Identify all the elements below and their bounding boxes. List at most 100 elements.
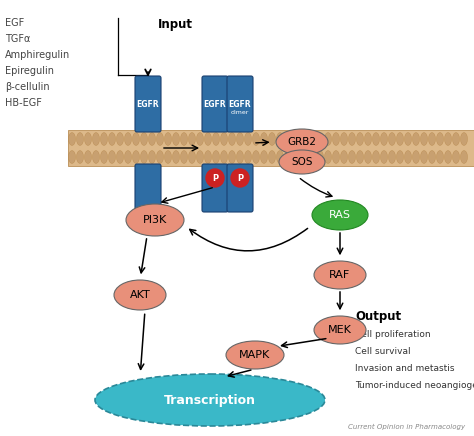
FancyBboxPatch shape — [202, 164, 228, 212]
Ellipse shape — [220, 150, 228, 164]
Ellipse shape — [126, 204, 184, 236]
Ellipse shape — [404, 133, 411, 146]
Ellipse shape — [117, 133, 124, 146]
Text: Input: Input — [158, 18, 193, 31]
Ellipse shape — [69, 150, 75, 164]
Ellipse shape — [389, 150, 395, 164]
Ellipse shape — [309, 150, 316, 164]
Ellipse shape — [332, 133, 339, 146]
Ellipse shape — [309, 133, 316, 146]
Ellipse shape — [212, 133, 219, 146]
Ellipse shape — [276, 150, 283, 164]
Ellipse shape — [461, 133, 467, 146]
Text: Output: Output — [355, 310, 401, 323]
Ellipse shape — [220, 133, 228, 146]
Text: P: P — [212, 174, 218, 183]
Ellipse shape — [420, 133, 428, 146]
Ellipse shape — [276, 133, 283, 146]
Text: MAPK: MAPK — [239, 350, 271, 360]
Ellipse shape — [437, 150, 444, 164]
Ellipse shape — [237, 133, 244, 146]
Ellipse shape — [356, 133, 364, 146]
Ellipse shape — [373, 133, 380, 146]
Ellipse shape — [197, 150, 203, 164]
Ellipse shape — [453, 150, 459, 164]
Text: P: P — [237, 174, 243, 183]
Ellipse shape — [245, 133, 252, 146]
Ellipse shape — [437, 133, 444, 146]
Ellipse shape — [156, 150, 164, 164]
Text: MEK: MEK — [328, 325, 352, 335]
Text: TGFα: TGFα — [5, 34, 30, 44]
Ellipse shape — [268, 150, 275, 164]
Ellipse shape — [181, 150, 188, 164]
Ellipse shape — [84, 133, 91, 146]
Ellipse shape — [181, 133, 188, 146]
Text: SOS: SOS — [291, 157, 313, 167]
Ellipse shape — [428, 133, 436, 146]
Ellipse shape — [412, 150, 419, 164]
Ellipse shape — [268, 133, 275, 146]
Text: HB-EGF: HB-EGF — [5, 98, 42, 108]
Text: Cell survival: Cell survival — [355, 347, 410, 356]
Text: RAS: RAS — [329, 210, 351, 220]
Ellipse shape — [228, 150, 236, 164]
Ellipse shape — [325, 133, 331, 146]
Ellipse shape — [428, 150, 436, 164]
Ellipse shape — [117, 150, 124, 164]
Ellipse shape — [76, 133, 83, 146]
Ellipse shape — [284, 150, 292, 164]
Ellipse shape — [381, 133, 388, 146]
Ellipse shape — [301, 150, 308, 164]
Text: Current Opinion in Pharmacology: Current Opinion in Pharmacology — [348, 424, 465, 430]
Ellipse shape — [84, 150, 91, 164]
Ellipse shape — [189, 150, 195, 164]
Ellipse shape — [396, 133, 403, 146]
FancyBboxPatch shape — [227, 164, 253, 212]
Ellipse shape — [461, 150, 467, 164]
Ellipse shape — [396, 150, 403, 164]
Ellipse shape — [92, 133, 100, 146]
Ellipse shape — [317, 150, 323, 164]
Ellipse shape — [317, 133, 323, 146]
Ellipse shape — [445, 133, 452, 146]
Text: AKT: AKT — [129, 290, 150, 300]
Text: Transcription: Transcription — [164, 394, 256, 406]
FancyBboxPatch shape — [202, 76, 228, 132]
Text: EGF: EGF — [5, 18, 24, 28]
Ellipse shape — [284, 133, 292, 146]
Ellipse shape — [189, 133, 195, 146]
Ellipse shape — [420, 150, 428, 164]
Ellipse shape — [114, 280, 166, 310]
Ellipse shape — [276, 129, 328, 155]
Text: RAF: RAF — [329, 270, 351, 280]
Ellipse shape — [228, 133, 236, 146]
Text: PI3K: PI3K — [143, 215, 167, 225]
Ellipse shape — [125, 133, 131, 146]
Ellipse shape — [348, 150, 356, 164]
Circle shape — [231, 169, 249, 187]
Ellipse shape — [164, 133, 172, 146]
Ellipse shape — [226, 341, 284, 369]
Ellipse shape — [133, 133, 139, 146]
Ellipse shape — [69, 133, 75, 146]
Text: Cell proliferation: Cell proliferation — [355, 330, 430, 339]
Text: EGFR: EGFR — [137, 99, 159, 109]
Ellipse shape — [156, 133, 164, 146]
Text: Epiregulin: Epiregulin — [5, 66, 54, 76]
Ellipse shape — [325, 150, 331, 164]
Ellipse shape — [109, 150, 116, 164]
Ellipse shape — [365, 133, 372, 146]
Ellipse shape — [340, 133, 347, 146]
FancyBboxPatch shape — [135, 164, 161, 212]
Ellipse shape — [314, 316, 366, 344]
Text: β-cellulin: β-cellulin — [5, 82, 50, 92]
Ellipse shape — [261, 133, 267, 146]
Ellipse shape — [348, 133, 356, 146]
Ellipse shape — [76, 150, 83, 164]
Text: Invasion and metastis: Invasion and metastis — [355, 364, 455, 373]
Ellipse shape — [204, 133, 211, 146]
Ellipse shape — [365, 150, 372, 164]
Ellipse shape — [148, 150, 155, 164]
Ellipse shape — [197, 133, 203, 146]
